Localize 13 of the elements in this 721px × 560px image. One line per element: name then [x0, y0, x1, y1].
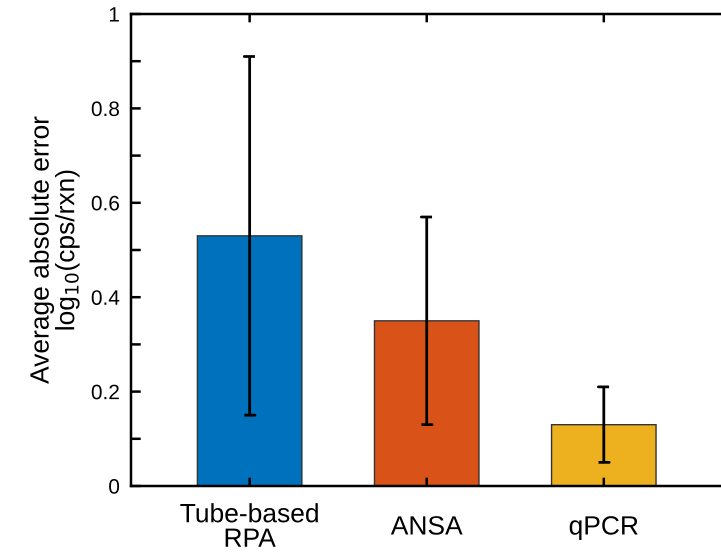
x-tick-label: Tube-based RPA [180, 503, 318, 547]
y-tick-label: 0.4 [92, 290, 120, 305]
x-tick-label: ANSA [390, 516, 463, 535]
bar [196, 235, 303, 486]
y-axis-title: Average absolute error log$_{10}$(cps/rxn) [29, 116, 80, 384]
bar [550, 424, 657, 486]
y-tick-label: 1 [110, 7, 119, 22]
y-tick-label: 0.2 [92, 384, 119, 400]
bar [374, 320, 480, 486]
x-tick-label: qPCR [570, 516, 638, 540]
y-tick-label: 0.6 [92, 196, 119, 211]
y-tick-label: 0.8 [92, 101, 119, 116]
y-tick-label: 0 [109, 479, 120, 494]
